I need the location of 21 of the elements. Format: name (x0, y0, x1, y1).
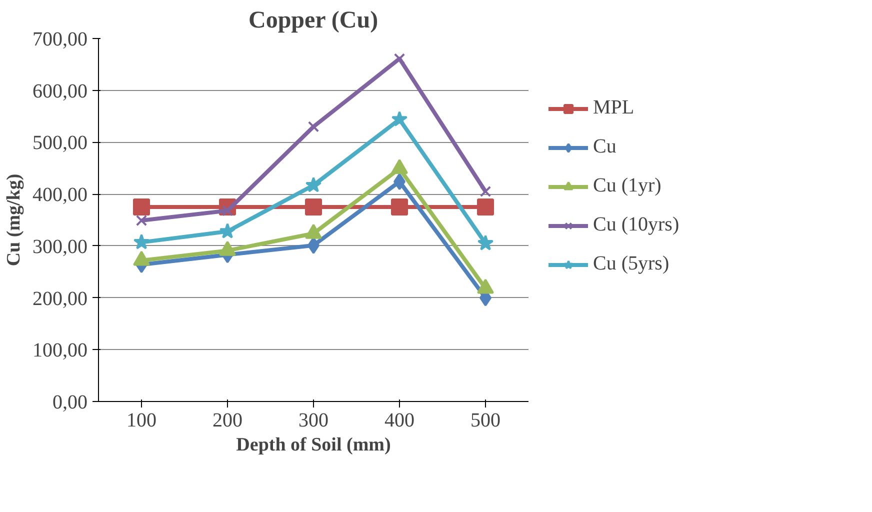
x-tick-label: 200 (212, 410, 242, 432)
legend-label: Cu (10yrs) (593, 214, 680, 237)
x-tick-label: 400 (384, 410, 414, 432)
legend-label: Cu (1yr) (593, 174, 662, 198)
y-tick-label: 0,00 (52, 392, 88, 414)
y-axis-title: Cu (mg/kg) (4, 174, 24, 266)
legend-label: Cu (593, 136, 616, 159)
legend-label: MPL (593, 96, 634, 120)
y-tick-label: 700,00 (32, 28, 88, 50)
x-axis-title: Depth of Soil (mm) (236, 434, 391, 456)
x-tick-label: 100 (126, 410, 156, 432)
y-tick-label: 500,00 (32, 132, 88, 154)
x-tick-label: 300 (298, 410, 328, 432)
y-tick-label: 600,00 (32, 80, 88, 102)
y-tick-label: 400,00 (32, 184, 88, 206)
x-tick-label: 500 (470, 410, 500, 432)
chart-title: Copper (Cu) (248, 8, 378, 34)
legend-label: Cu (5yrs) (593, 252, 670, 276)
y-tick-label: 100,00 (32, 340, 88, 362)
y-tick-label: 200,00 (32, 288, 88, 310)
y-tick-label: 300,00 (32, 236, 88, 258)
